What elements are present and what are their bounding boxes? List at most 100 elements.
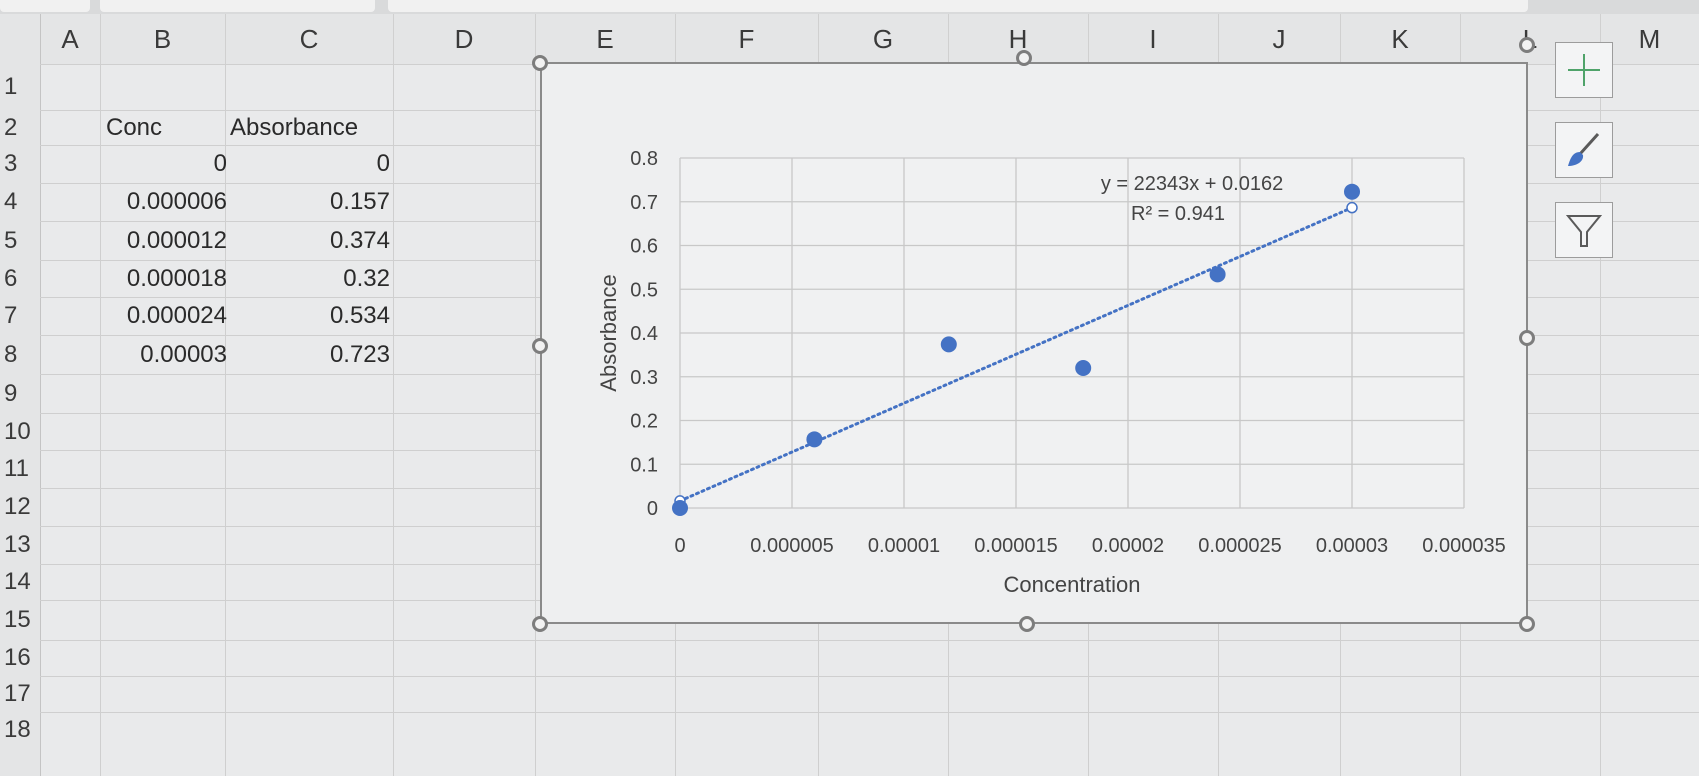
row-header-13[interactable]: 13 [4, 531, 31, 558]
trendline-equation-label[interactable]: y = 22343x + 0.0162 [1101, 173, 1283, 195]
row-header-16[interactable]: 16 [4, 644, 31, 671]
cell-conc-value[interactable]: 0.000012 [126, 226, 227, 254]
row-header-6[interactable]: 6 [4, 264, 18, 292]
row-header-2[interactable]: 2 [4, 113, 18, 141]
cell-absorbance-value[interactable]: 0.723 [329, 340, 390, 368]
chart-elements-button[interactable] [1555, 42, 1613, 98]
row-header-14[interactable]: 14 [4, 568, 31, 595]
column-headers: ABCDEFGHIJKLM [0, 14, 1699, 65]
data-point[interactable] [1075, 360, 1092, 376]
column-header-h[interactable]: H [948, 14, 1089, 64]
cell-conc-value[interactable]: 0.000024 [126, 302, 227, 329]
data-point[interactable] [940, 336, 957, 353]
y-tick-label: 0.2 [630, 411, 658, 433]
cell-absorbance-value[interactable]: 0.32 [343, 264, 390, 292]
formula-bar[interactable] [388, 0, 1528, 12]
resize-handle-bottom-right[interactable] [1519, 616, 1535, 632]
row-header-15[interactable]: 15 [4, 606, 31, 633]
y-axis-title[interactable]: Absorbance [596, 274, 621, 391]
resize-handle-top[interactable] [1016, 50, 1032, 66]
chart-plot-svg: 0 0.1 0.2 0.3 0.4 0.5 0.6 0.7 0.8 0 0.000005 0.0000… [596, 148, 1506, 597]
column-header-a[interactable]: A [40, 14, 101, 64]
data-point[interactable] [1209, 266, 1226, 283]
chart-filters-button[interactable] [1555, 202, 1613, 258]
scatter-chart[interactable]: 0 0.1 0.2 0.3 0.4 0.5 0.6 0.7 0.8 0 0.000005 0.0000… [540, 62, 1528, 624]
data-point[interactable] [672, 500, 688, 516]
x-tick-label: 0 [674, 535, 685, 557]
r-squared-label[interactable]: R² = 0.941 [1131, 203, 1225, 225]
column-header-d[interactable]: D [393, 14, 536, 64]
x-tick-label: 0.00001 [868, 535, 940, 557]
cell-absorbance-value[interactable]: 0.534 [329, 302, 390, 329]
cell-conc-value[interactable]: 0.000006 [126, 188, 227, 215]
x-axis-title[interactable]: Concentration [1004, 572, 1141, 597]
cell-conc-value[interactable]: 0.00003 [140, 340, 227, 368]
row-header-3[interactable]: 3 [4, 150, 18, 177]
y-tick-label: 0.3 [630, 367, 658, 389]
row-header-17[interactable]: 17 [4, 680, 31, 707]
row-header-4[interactable]: 4 [4, 188, 18, 215]
column-gridline [100, 64, 101, 776]
resize-handle-bottom[interactable] [1019, 616, 1035, 632]
column-header-k[interactable]: K [1340, 14, 1461, 64]
column-gridline [1600, 64, 1601, 776]
column-header-b[interactable]: B [100, 14, 226, 64]
resize-handle-bottom-left[interactable] [532, 616, 548, 632]
column-header-j[interactable]: J [1218, 14, 1341, 64]
row-header-10[interactable]: 10 [4, 417, 31, 445]
y-tick-label: 0.4 [630, 323, 658, 345]
row-header-8[interactable]: 8 [4, 340, 18, 368]
row-header-18[interactable]: 18 [4, 716, 31, 743]
brush-icon [1568, 132, 1600, 166]
resize-handle-top-left[interactable] [532, 55, 548, 71]
trendline[interactable] [678, 206, 1354, 503]
x-tick-label: 0.000005 [750, 535, 833, 557]
funnel-icon [1565, 215, 1603, 247]
data-point[interactable] [1344, 183, 1360, 200]
plus-icon [1568, 54, 1600, 86]
column-gridline [225, 64, 226, 776]
chart-styles-button[interactable] [1555, 122, 1613, 178]
row-header-12[interactable]: 12 [4, 493, 31, 520]
row-gridline [40, 640, 1699, 641]
x-tick-label: 0.000015 [974, 535, 1057, 557]
x-tick-label: 0.000025 [1198, 535, 1281, 557]
column-header-f[interactable]: F [675, 14, 819, 64]
data-point[interactable] [806, 431, 823, 448]
cell-c2-header[interactable]: Absorbance [230, 113, 359, 141]
y-tick-label: 0.8 [630, 148, 658, 170]
row-header-9[interactable]: 9 [4, 379, 18, 407]
resize-handle-left[interactable] [532, 338, 548, 354]
row-header-5[interactable]: 5 [4, 226, 18, 254]
column-gridline [393, 64, 394, 776]
column-header-m[interactable]: M [1600, 14, 1699, 64]
row-header-11[interactable]: 11 [4, 455, 29, 482]
resize-handle-right[interactable] [1519, 330, 1535, 346]
cell-b2-header[interactable]: Conc [106, 113, 163, 141]
name-box[interactable] [0, 0, 90, 12]
trendline-endpoint-marker[interactable] [1346, 201, 1358, 214]
row-gridline [40, 676, 1699, 677]
x-tick-label: 0.00002 [1092, 535, 1164, 557]
column-header-e[interactable]: E [535, 14, 676, 64]
cell-absorbance-value[interactable]: 0.157 [329, 188, 390, 215]
ribbon-strip [0, 0, 1699, 14]
formula-area[interactable] [100, 0, 375, 12]
row-header-7[interactable]: 7 [4, 302, 18, 329]
cell-conc-value[interactable]: 0.000018 [126, 264, 227, 292]
column-gridline [535, 64, 536, 776]
select-all-corner[interactable] [0, 14, 41, 64]
cell-absorbance-value[interactable]: 0.374 [329, 226, 390, 254]
column-header-i[interactable]: I [1088, 14, 1219, 64]
x-tick-label: 0.000035 [1422, 535, 1505, 557]
column-header-g[interactable]: G [818, 14, 949, 64]
cell-absorbance-value[interactable]: 0 [376, 150, 390, 177]
column-header-c[interactable]: C [225, 14, 394, 64]
x-tick-label: 0.00003 [1316, 535, 1388, 557]
y-tick-label: 0.6 [630, 236, 658, 258]
resize-handle-top-right[interactable] [1519, 37, 1535, 53]
y-tick-label: 0.1 [630, 454, 658, 476]
row-header-1[interactable]: 1 [4, 73, 18, 100]
y-tick-label: 0.7 [630, 192, 658, 214]
cell-conc-value[interactable]: 0 [213, 150, 227, 177]
